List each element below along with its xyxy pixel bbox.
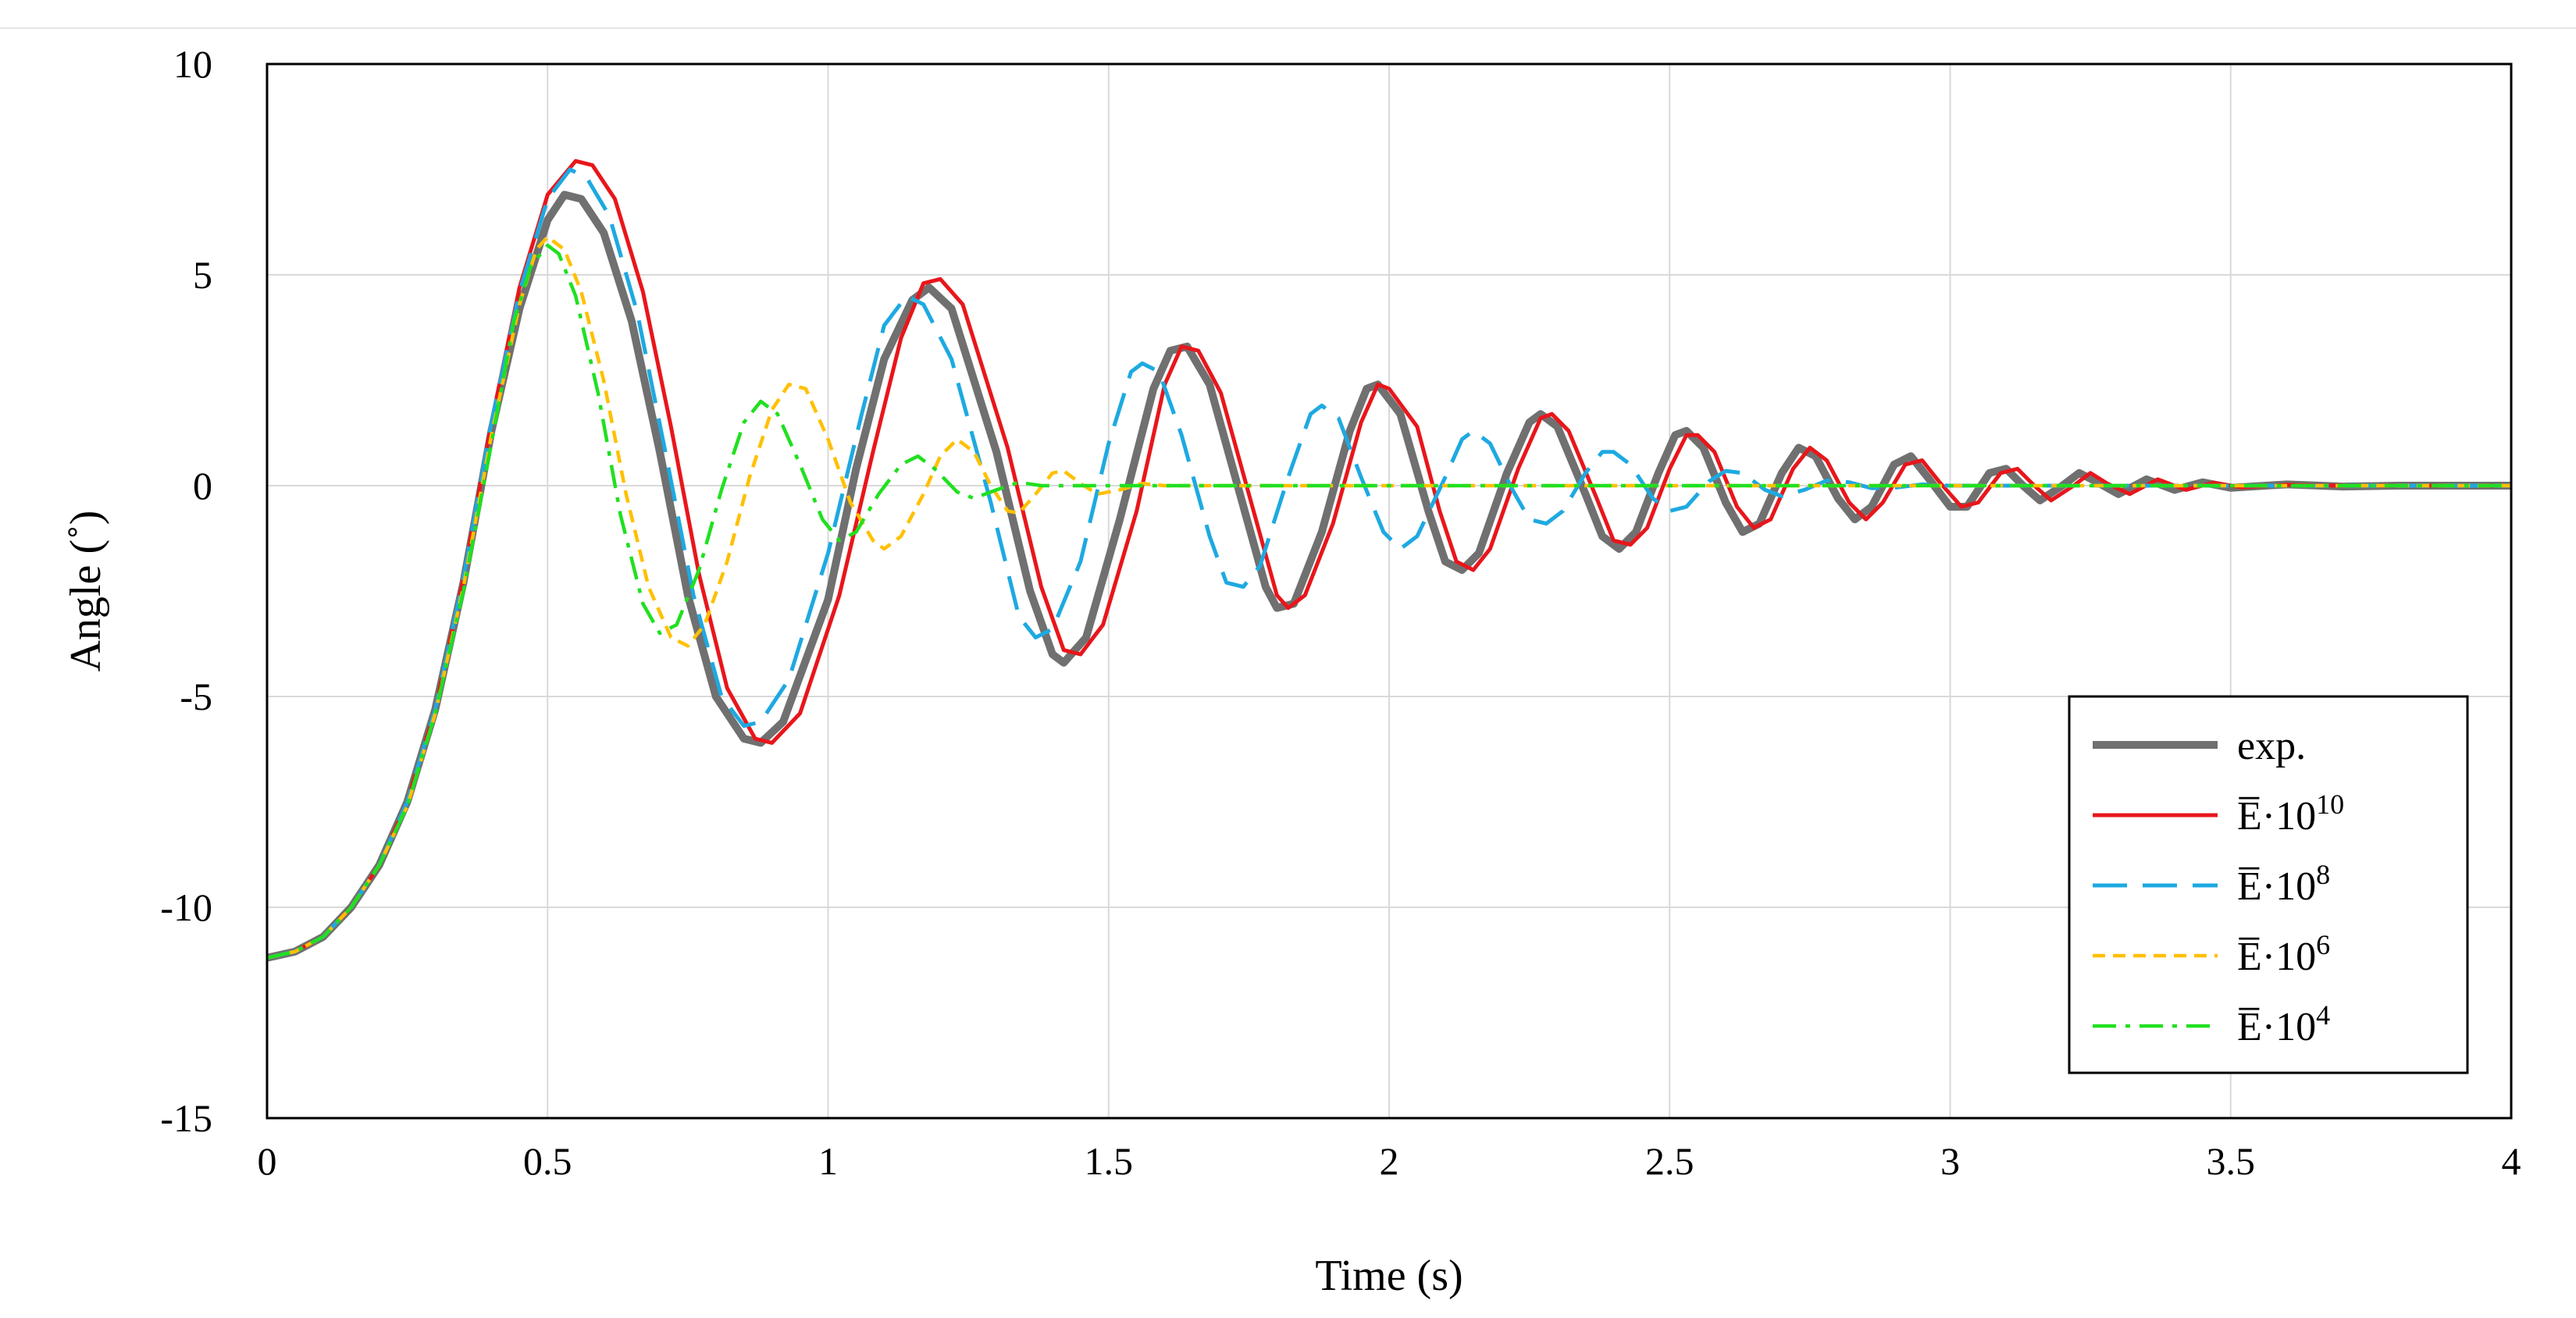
x-tick-label: 4: [2502, 1139, 2521, 1183]
y-tick-label: 5: [193, 253, 212, 297]
legend-label: exp.: [2237, 724, 2306, 768]
y-tick-label: -5: [180, 675, 212, 718]
y-tick-label: 0: [193, 464, 212, 508]
legend-label: E̅·104: [2237, 999, 2330, 1049]
legend-box: [2068, 695, 2469, 1074]
y-axis-title: Angle (˚): [62, 511, 110, 672]
series-layer: [267, 159, 2511, 962]
y-tick-label: -15: [160, 1096, 212, 1140]
series-line-4: [267, 243, 2511, 960]
series-line-1: [267, 159, 2511, 960]
legend-label: E̅·1010: [2237, 789, 2344, 839]
y-tick-label: -10: [160, 885, 212, 929]
legend: exp. E̅·1010 E̅·108 E̅·106 E̅·104: [2068, 695, 2469, 1074]
x-tick-label: 1.5: [1085, 1139, 1134, 1183]
x-tick-label: 2.5: [1645, 1139, 1694, 1183]
x-tick-label: 0: [258, 1139, 277, 1183]
x-tick-label: 2: [1380, 1139, 1399, 1183]
x-tick-label: 0.5: [523, 1139, 572, 1183]
plot-frame: [265, 62, 2513, 1120]
x-tick-label: 3.5: [2207, 1139, 2256, 1183]
x-tick-label: 3: [1940, 1139, 1960, 1183]
legend-label: E̅·106: [2237, 929, 2330, 979]
series-line-0: [267, 191, 2511, 962]
series-line-2: [267, 167, 2511, 960]
legend-label: E̅·108: [2237, 859, 2330, 909]
x-axis-title: Time (s): [1315, 1252, 1463, 1300]
x-tick-label: 1: [818, 1139, 838, 1183]
tick-labels: 0 0.5 1 1.5 2 2.5 3 3.5 4 -15 -10 -5 0 5 10: [160, 42, 2521, 1183]
y-tick-label: 10: [173, 42, 212, 86]
